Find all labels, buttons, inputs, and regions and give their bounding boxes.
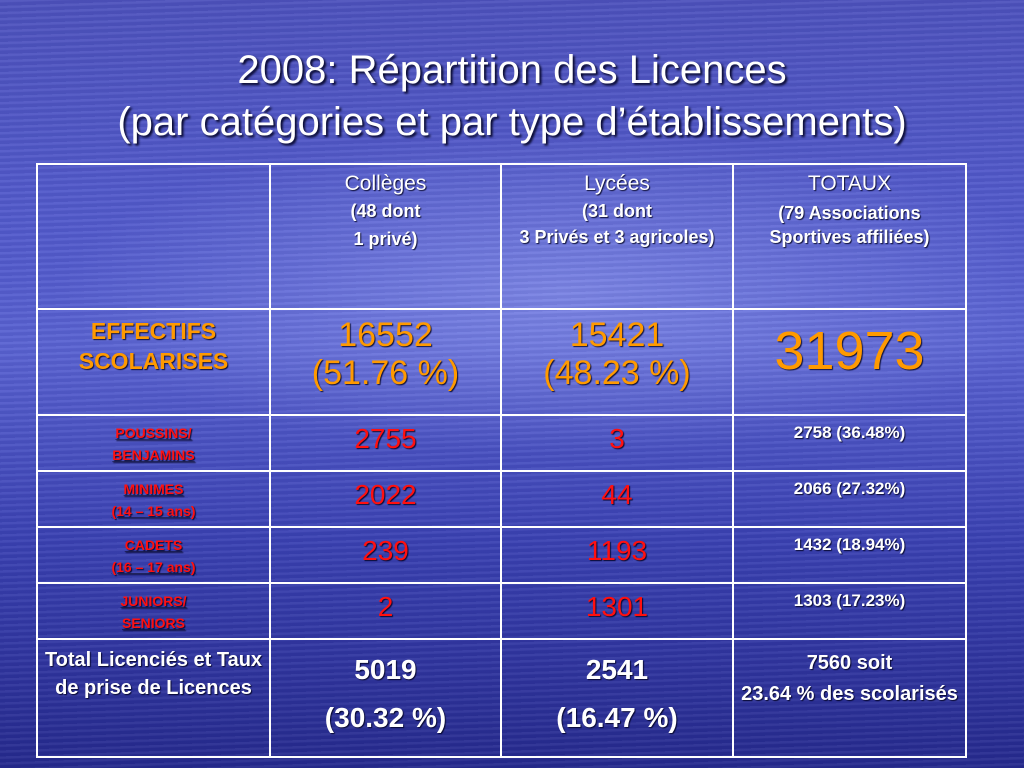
header-colleges-line2: (48 dont [350, 201, 421, 221]
header-totaux-line2: (79 Associations Sportives affiliées) [769, 203, 930, 247]
effectifs-lycees-pct: (48.23 %) [543, 354, 691, 392]
category-label-cell: JUNIORS/ SENIORS [36, 582, 271, 640]
title-line-2: (par catégories et par type d’établissem… [117, 100, 907, 144]
category-label-cell: CADETS (16 – 17 ans) [36, 526, 271, 584]
category-label-line2: SENIORS [121, 615, 185, 631]
header-lycees-name: Lycées [584, 172, 650, 195]
totals-colleges-cell: 5019 (30.32 %) [269, 638, 502, 758]
effectifs-colleges-cell: 16552 (51.76 %) [269, 308, 502, 416]
header-lycees: Lycées (31 dont 3 Privés et 3 agricoles) [500, 163, 734, 310]
totals-total-cell: 7560 soit 23.64 % des scolarisés [732, 638, 967, 758]
totals-label-cell: Total Licenciés et Taux de prise de Lice… [36, 638, 271, 758]
totals-lycees-cell: 2541 (16.47 %) [500, 638, 734, 758]
category-lycees-value: 1193 [586, 535, 648, 566]
category-colleges-cell: 2 [269, 582, 502, 640]
category-label-line2: (16 – 17 ans) [111, 559, 196, 575]
category-colleges-value: 2 [377, 591, 394, 622]
category-lycees-cell: 1193 [500, 526, 734, 584]
header-lycees-line3: 3 Privés et 3 agricoles) [519, 227, 715, 247]
category-colleges-value: 2022 [354, 479, 417, 510]
totals-colleges-value: 5019 [354, 654, 417, 685]
category-total-cell: 2066 (27.32%) [732, 470, 967, 528]
licences-table: Collèges (48 dont 1 privé) Lycées (31 do… [36, 163, 967, 758]
category-total-value: 1432 (18.94%) [793, 535, 906, 554]
slide-title: 2008: Répartition des Licences (par caté… [0, 44, 1024, 148]
category-label-cell: POUSSINS/ BENJAMINS [36, 414, 271, 472]
category-label-cell: MINIMES (14 – 15 ans) [36, 470, 271, 528]
totals-total-line2: 23.64 % des scolarisés [741, 683, 958, 705]
totals-lycees-pct: (16.47 %) [556, 702, 678, 733]
category-lycees-cell: 3 [500, 414, 734, 472]
effectifs-total-cell: 31973 [732, 308, 967, 416]
totals-lycees-value: 2541 [585, 654, 649, 685]
category-colleges-cell: 2022 [269, 470, 502, 528]
category-colleges-value: 239 [362, 535, 409, 566]
category-total-cell: 2758 (36.48%) [732, 414, 967, 472]
category-colleges-cell: 239 [269, 526, 502, 584]
category-lycees-cell: 44 [500, 470, 734, 528]
category-label-line1: MINIMES [123, 481, 184, 497]
effectifs-lycees-cell: 15421 (48.23 %) [500, 308, 734, 416]
category-row: POUSSINS/ BENJAMINS 2755 3 2758 (36.48%) [36, 414, 967, 472]
category-colleges-cell: 2755 [269, 414, 502, 472]
category-colleges-value: 2755 [354, 423, 417, 454]
title-line-1: 2008: Répartition des Licences [237, 48, 787, 92]
effectifs-label-line2: SCOLARISES [78, 348, 229, 374]
category-row: JUNIORS/ SENIORS 2 1301 1303 (17.23%) [36, 582, 967, 640]
totals-label: Total Licenciés et Taux de prise de Lice… [44, 649, 263, 699]
totals-row: Total Licenciés et Taux de prise de Lice… [36, 638, 967, 758]
totals-colleges-pct: (30.32 %) [324, 702, 447, 733]
effectifs-row: EFFECTIFS SCOLARISES 16552 (51.76 %) 154… [36, 308, 967, 416]
category-total-cell: 1432 (18.94%) [732, 526, 967, 584]
effectifs-colleges-pct: (51.76 %) [311, 354, 460, 392]
header-colleges: Collèges (48 dont 1 privé) [269, 163, 502, 310]
effectifs-lycees-value: 15421 [569, 316, 665, 354]
category-label-line2: (14 – 15 ans) [111, 503, 196, 519]
effectifs-label-line1: EFFECTIFS [90, 318, 217, 344]
header-row: Collèges (48 dont 1 privé) Lycées (31 do… [36, 163, 967, 310]
category-total-cell: 1303 (17.23%) [732, 582, 967, 640]
category-label-line1: POUSSINS/ [115, 425, 192, 441]
category-total-value: 1303 (17.23%) [793, 591, 906, 610]
header-totaux-name: TOTAUX [807, 172, 892, 195]
effectifs-label-cell: EFFECTIFS SCOLARISES [36, 308, 271, 416]
category-total-value: 2758 (36.48%) [793, 423, 906, 442]
effectifs-colleges-value: 16552 [338, 316, 433, 354]
category-label-line1: JUNIORS/ [120, 593, 187, 609]
category-total-value: 2066 (27.32%) [793, 479, 906, 498]
category-row: MINIMES (14 – 15 ans) 2022 44 2066 (27.3… [36, 470, 967, 528]
category-lycees-value: 3 [609, 423, 625, 454]
category-lycees-value: 1301 [585, 591, 649, 622]
category-lycees-value: 44 [601, 479, 633, 510]
category-label-line2: BENJAMINS [112, 447, 195, 463]
category-lycees-cell: 1301 [500, 582, 734, 640]
category-label-line1: CADETS [124, 537, 183, 553]
totals-total-line1: 7560 soit [806, 652, 893, 674]
header-colleges-name: Collèges [344, 172, 427, 195]
effectifs-total-value: 31973 [774, 321, 925, 381]
header-colleges-line3: 1 privé) [353, 229, 418, 249]
header-lycees-line2: (31 dont [582, 201, 652, 221]
header-totaux: TOTAUX (79 Associations Sportives affili… [732, 163, 967, 310]
empty-corner-cell [36, 163, 271, 310]
category-row: CADETS (16 – 17 ans) 239 1193 1432 (18.9… [36, 526, 967, 584]
